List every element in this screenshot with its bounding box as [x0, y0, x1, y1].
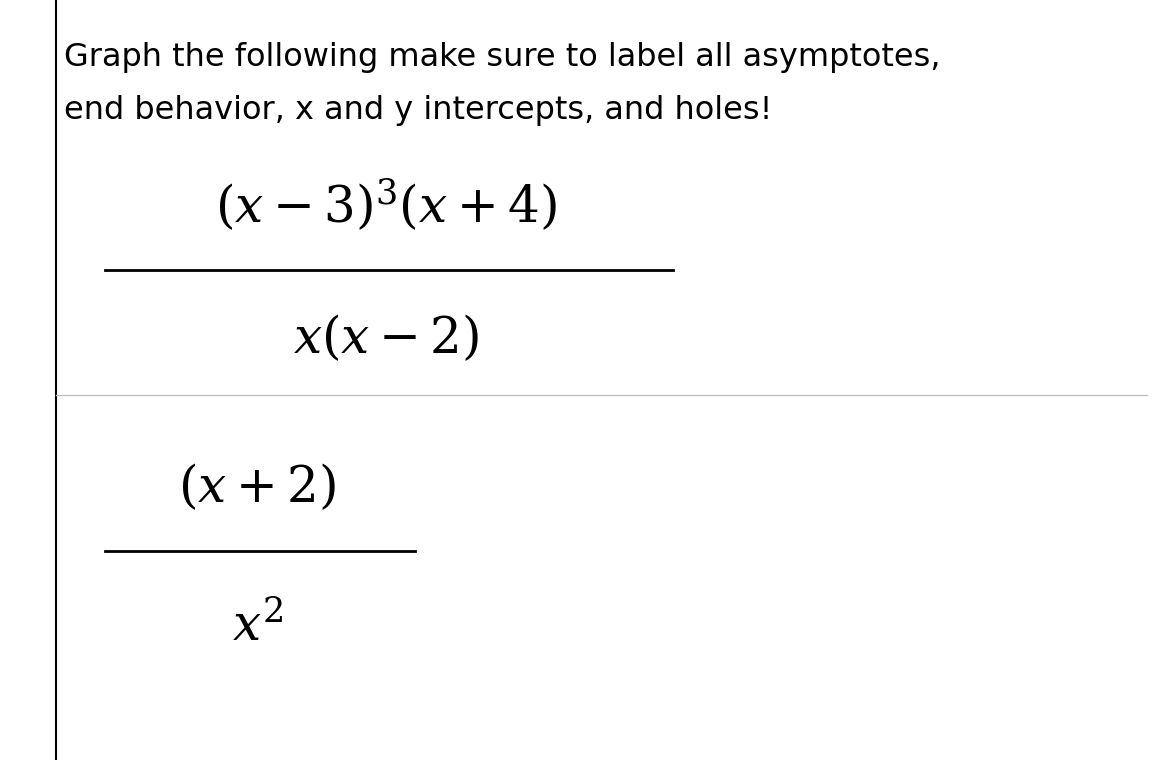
Text: $\mathit{x^2}$: $\mathit{x^2}$ — [232, 603, 283, 651]
Text: $\mathit{(x-3)^3(x+4)}$: $\mathit{(x-3)^3(x+4)}$ — [215, 177, 557, 233]
Text: $\mathit{(x+2)}$: $\mathit{(x+2)}$ — [178, 461, 337, 511]
Text: Graph the following make sure to label all asymptotes,: Graph the following make sure to label a… — [64, 42, 941, 73]
Text: end behavior, x and y intercepts, and holes!: end behavior, x and y intercepts, and ho… — [64, 95, 773, 126]
Text: $\mathit{x(x-2)}$: $\mathit{x(x-2)}$ — [292, 313, 480, 363]
